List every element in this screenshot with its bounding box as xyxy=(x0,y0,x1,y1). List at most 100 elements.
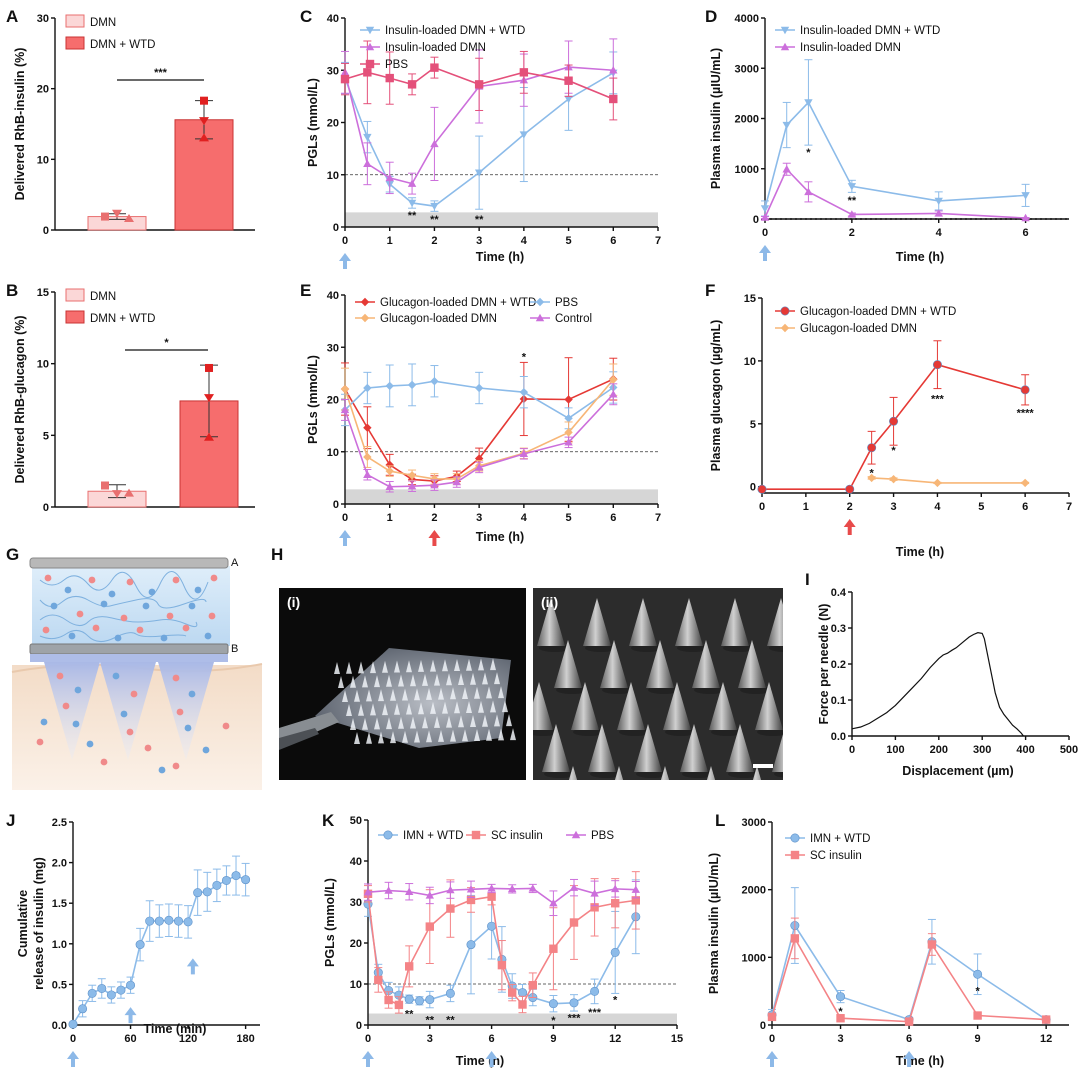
panel-j-x-tick-label: 60 xyxy=(124,1033,136,1045)
panel-f-data-point xyxy=(845,484,855,494)
panel-f-label: F xyxy=(705,281,715,300)
panel-k-legend-marker xyxy=(383,830,393,840)
patch-needle xyxy=(406,660,412,673)
panel-l-y-axis-title: Plasma insulin (µIU/mL) xyxy=(707,853,721,994)
panel-k-y-axis-title: PGLs (mmol/L) xyxy=(323,878,337,967)
panel-l-data-point xyxy=(973,1011,982,1020)
panel-j-data-point xyxy=(173,916,183,926)
panel-j-dose-arrow xyxy=(186,958,199,975)
patch-needle xyxy=(506,714,512,727)
patch-needle xyxy=(498,728,504,741)
panel-d-data-point xyxy=(847,210,857,218)
panel-c-y-tick-label: 40 xyxy=(327,13,339,25)
panel-b-y-tick-label: 5 xyxy=(43,430,49,442)
panel-c-data-point xyxy=(407,199,417,208)
panel-a-data-point xyxy=(101,212,109,221)
patch-needle xyxy=(438,729,444,742)
patch-needle xyxy=(342,690,348,702)
patch-needle xyxy=(482,714,488,727)
panel-k-series-line xyxy=(367,886,636,905)
panel-e-data-point xyxy=(363,452,372,462)
panel-k-data-point xyxy=(384,995,393,1005)
panel-c-y-axis-title: PGLs (mmol/L) xyxy=(306,78,320,167)
panel-l-y-tick-label: 0 xyxy=(760,1020,766,1032)
sem-microneedle xyxy=(554,640,582,688)
patch-needle xyxy=(458,715,464,728)
panel-a-y-tick-label: 20 xyxy=(37,84,49,96)
panel-b-data-point xyxy=(204,394,214,403)
panel-i-label: I xyxy=(805,570,810,589)
subpanel-label-ii: (ii) xyxy=(541,594,559,610)
panel-e-normal-band xyxy=(345,489,658,504)
panel-e-data-point xyxy=(474,383,484,393)
panel-k-data-point xyxy=(487,892,496,901)
panel-c-normal-band xyxy=(345,212,658,227)
panel-k-legend-label: SC insulin xyxy=(491,830,543,842)
panel-b-y-tick-label: 10 xyxy=(37,359,49,371)
panel-e-data-point xyxy=(385,466,394,476)
patch-needle xyxy=(414,688,420,701)
panel-k-series-2 xyxy=(363,878,640,917)
panel-b-y-axis-title: Delivered RhB-glucagon (%) xyxy=(13,315,27,483)
panel-c-data-point xyxy=(430,202,439,211)
panel-a-y-tick-label: 30 xyxy=(37,13,49,25)
panel-j-x-tick-label: 0 xyxy=(70,1033,76,1045)
patch-needle xyxy=(434,673,440,686)
patch-needle xyxy=(366,731,372,744)
panel-a-data-point xyxy=(124,213,134,222)
patch-needle xyxy=(366,689,372,702)
panel-i-x-tick-label: 300 xyxy=(973,744,991,756)
patch-needle xyxy=(430,701,436,714)
panel-j-label: J xyxy=(6,811,15,830)
panel-c-x-tick-label: 6 xyxy=(610,235,616,247)
panel-j-y-tick-label: 2.5 xyxy=(52,817,67,829)
panel-d-series-0 xyxy=(760,59,1030,217)
panel-f-x-tick-label: 5 xyxy=(978,501,984,513)
panel-k-data-point xyxy=(374,975,383,985)
panel-f-x-tick-label: 7 xyxy=(1066,501,1072,513)
panel-e-data-point xyxy=(363,470,372,478)
patch-needle xyxy=(410,674,416,687)
panel-l-series-1 xyxy=(767,917,1051,1026)
panel-e-data-point xyxy=(385,381,394,391)
panel-e-y-tick-label: 40 xyxy=(327,290,339,302)
panel-d-y-tick-label: 4000 xyxy=(735,13,759,25)
panel-e-data-point xyxy=(564,438,573,446)
panel-k-data-point xyxy=(446,885,455,894)
panel-k-y-tick-label: 10 xyxy=(350,979,362,991)
panel-c-data-point xyxy=(385,73,394,83)
panel-c-y-tick-label: 10 xyxy=(327,170,339,182)
panel-e-data-point xyxy=(430,480,439,489)
panel-e-legend-label: PBS xyxy=(555,297,578,309)
panel-k-data-point xyxy=(548,999,558,1009)
patch-needle xyxy=(398,674,404,687)
panel-j-data-point xyxy=(221,875,231,885)
panel-c-data-point xyxy=(609,94,618,104)
panel-j-data-point xyxy=(212,880,222,890)
panel-j-chart: J 0.0 0.5 1.0 1.5 2.0 2.5 0 60 120 180 Time (min) Cu… xyxy=(6,811,260,1067)
panel-i-x-tick-label: 0 xyxy=(849,744,855,756)
patch-needle xyxy=(350,718,356,730)
sem-microneedle xyxy=(537,598,565,646)
panel-i-y-tick-label: 0.4 xyxy=(831,587,847,599)
panel-b-significance-stars: * xyxy=(164,337,169,349)
panel-e-x-axis-title: Time (h) xyxy=(476,530,524,544)
panel-j-y-tick-label: 1.0 xyxy=(52,939,67,951)
panel-k-data-point xyxy=(384,886,393,894)
panel-f-data-point xyxy=(867,443,877,453)
panel-k-dose-arrow xyxy=(362,1051,374,1067)
panel-c-data-point xyxy=(363,133,372,142)
panel-c-x-tick-label: 2 xyxy=(431,235,437,247)
panel-i-x-tick-label: 200 xyxy=(930,744,948,756)
patch-needle xyxy=(450,687,456,700)
panel-f-significance-stars: * xyxy=(870,468,875,480)
panel-i-x-axis-title: Displacement (µm) xyxy=(902,764,1013,778)
panel-k-data-point xyxy=(394,1000,404,1010)
panel-e-legend-marker xyxy=(360,313,370,323)
panel-b-legend-swatch xyxy=(65,288,85,302)
panel-k-data-point xyxy=(517,988,527,998)
sem-microneedle xyxy=(721,598,749,646)
panel-b-data-point xyxy=(205,363,213,372)
panel-l-legend-label: SC insulin xyxy=(810,850,862,862)
panel-k-data-point xyxy=(425,995,435,1005)
